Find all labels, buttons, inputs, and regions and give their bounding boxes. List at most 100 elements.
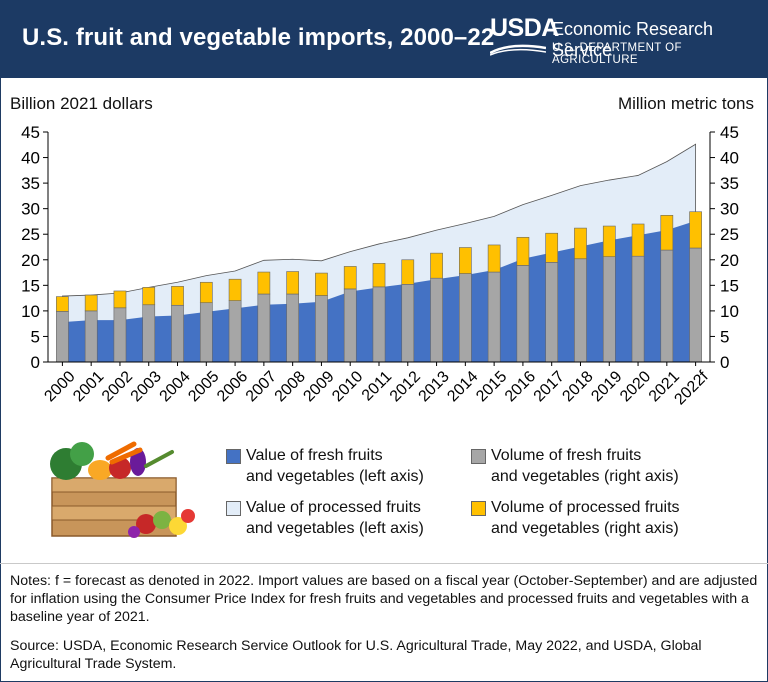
bar-processed-volume (430, 252, 443, 279)
left-tick-label: 40 (21, 149, 40, 168)
bar-processed-volume (516, 236, 530, 266)
legend-label-line2: and vegetables (right axis) (491, 520, 679, 537)
right-tick-label: 15 (720, 276, 739, 295)
bar-fresh-volume (401, 284, 415, 363)
left-axis-label: Billion 2021 dollars (10, 94, 153, 113)
bar-processed-volume (199, 281, 213, 304)
usda-swoosh-icon (490, 44, 546, 56)
right-tick-label: 30 (720, 200, 739, 219)
bar-fresh-volume (228, 300, 242, 363)
x-tick-label: 2005 (185, 368, 222, 405)
legend-label-line2: and vegetables (left axis) (246, 520, 424, 537)
left-tick-label: 5 (31, 327, 40, 346)
x-tick-label: 2007 (243, 368, 280, 405)
x-tick-label: 2006 (214, 368, 251, 405)
bar-processed-volume (631, 223, 645, 257)
bar-fresh-volume (257, 293, 271, 363)
right-tick-label: 10 (720, 302, 739, 321)
legend-item-fresh-volume: Volume of fresh fruits and vegetables (r… (471, 445, 679, 487)
bar-fresh-volume (286, 293, 299, 363)
bar-processed-volume (142, 287, 156, 306)
bar-processed-volume (487, 244, 501, 273)
right-tick-label: 5 (720, 327, 729, 346)
legend-label-line2: and vegetables (right axis) (491, 468, 679, 485)
bar-processed-volume (574, 227, 587, 260)
bar-processed-volume (459, 247, 472, 274)
bar-processed-volume (401, 259, 415, 285)
x-tick-label: 2000 (41, 368, 78, 405)
produce-crate-icon (50, 441, 195, 538)
usda-logo-text: USDA (490, 14, 559, 42)
legend-label-line1: Volume of fresh fruits (491, 447, 642, 464)
x-tick-label: 2022f (671, 368, 712, 409)
bar-fresh-volume (372, 286, 386, 363)
bar-processed-volume (257, 271, 271, 295)
left-tick-label: 0 (31, 353, 40, 372)
bar-processed-volume (660, 215, 674, 251)
x-tick-label: 2001 (70, 368, 107, 405)
left-tick-label: 15 (21, 276, 40, 295)
x-tick-label: 2004 (157, 368, 194, 405)
notes-text: Notes: f = forecast as denoted in 2022. … (10, 573, 758, 625)
bar-fresh-volume (199, 302, 213, 363)
department-name: U.S. DEPARTMENT OF AGRICULTURE (552, 42, 682, 66)
bar-processed-volume (602, 225, 616, 258)
left-tick-label: 35 (21, 174, 40, 193)
legend-label-line1: Value of fresh fruits (246, 447, 383, 464)
legend-label-line1: Volume of processed fruits (491, 499, 680, 516)
right-tick-label: 25 (720, 225, 739, 244)
x-tick-label: 2016 (502, 368, 539, 405)
x-tick-label: 2018 (559, 368, 596, 405)
bar-processed-volume (56, 296, 69, 312)
legend-swatch (226, 449, 241, 464)
left-tick-label: 10 (21, 302, 40, 321)
bar-fresh-volume (343, 288, 357, 363)
x-tick-label: 2012 (387, 368, 424, 405)
header-bar: U.S. fruit and vegetable imports, 2000–2… (0, 0, 768, 78)
x-tick-label: 2010 (329, 368, 366, 405)
left-tick-label: 45 (21, 123, 40, 142)
bar-processed-volume (286, 271, 299, 295)
bar-fresh-volume (142, 304, 156, 363)
right-tick-label: 0 (720, 353, 729, 372)
bar-fresh-volume (631, 255, 645, 363)
right-tick-label: 45 (720, 123, 739, 142)
bar-fresh-volume (56, 311, 69, 363)
x-tick-label: 2019 (588, 368, 625, 405)
x-tick-label: 2002 (99, 368, 136, 405)
legend-item-processed-volume: Volume of processed fruits and vegetable… (471, 497, 680, 539)
bar-fresh-volume (487, 271, 501, 363)
bar-processed-volume (372, 263, 386, 288)
agency-name: Economic Research Service (552, 19, 714, 60)
legend-label-line2: and vegetables (left axis) (246, 468, 424, 485)
bar-processed-volume (228, 278, 242, 301)
bar-processed-volume (113, 290, 127, 309)
x-tick-label: 2014 (444, 368, 481, 405)
bar-fresh-volume (516, 265, 530, 363)
x-tick-label: 2013 (416, 368, 453, 405)
usda-logo: USDA (490, 14, 559, 58)
x-tick-label: 2009 (300, 368, 337, 405)
bar-processed-volume (171, 286, 184, 306)
left-tick-label: 20 (21, 251, 40, 270)
bar-fresh-volume (171, 304, 184, 363)
left-tick-label: 25 (21, 225, 40, 244)
bar-fresh-volume (574, 258, 587, 363)
legend-label-line1: Value of processed fruits (246, 499, 421, 516)
bar-fresh-volume (545, 262, 559, 363)
legend-swatch (471, 501, 486, 516)
x-tick-label: 2011 (359, 368, 395, 404)
bar-fresh-volume (430, 277, 443, 363)
x-tick-label: 2008 (272, 368, 309, 405)
chart-title: U.S. fruit and vegetable imports, 2000–2… (22, 24, 495, 51)
bar-processed-volume (689, 211, 702, 249)
bar-fresh-volume (315, 295, 328, 363)
legend-swatch (471, 449, 486, 464)
legend-item-processed-value: Value of processed fruits and vegetables… (226, 497, 424, 539)
bar-processed-volume (84, 294, 98, 312)
left-tick-label: 30 (21, 200, 40, 219)
bar-fresh-volume (84, 310, 98, 363)
right-tick-label: 40 (720, 149, 739, 168)
bar-fresh-volume (602, 256, 616, 363)
bar-processed-volume (315, 272, 328, 296)
